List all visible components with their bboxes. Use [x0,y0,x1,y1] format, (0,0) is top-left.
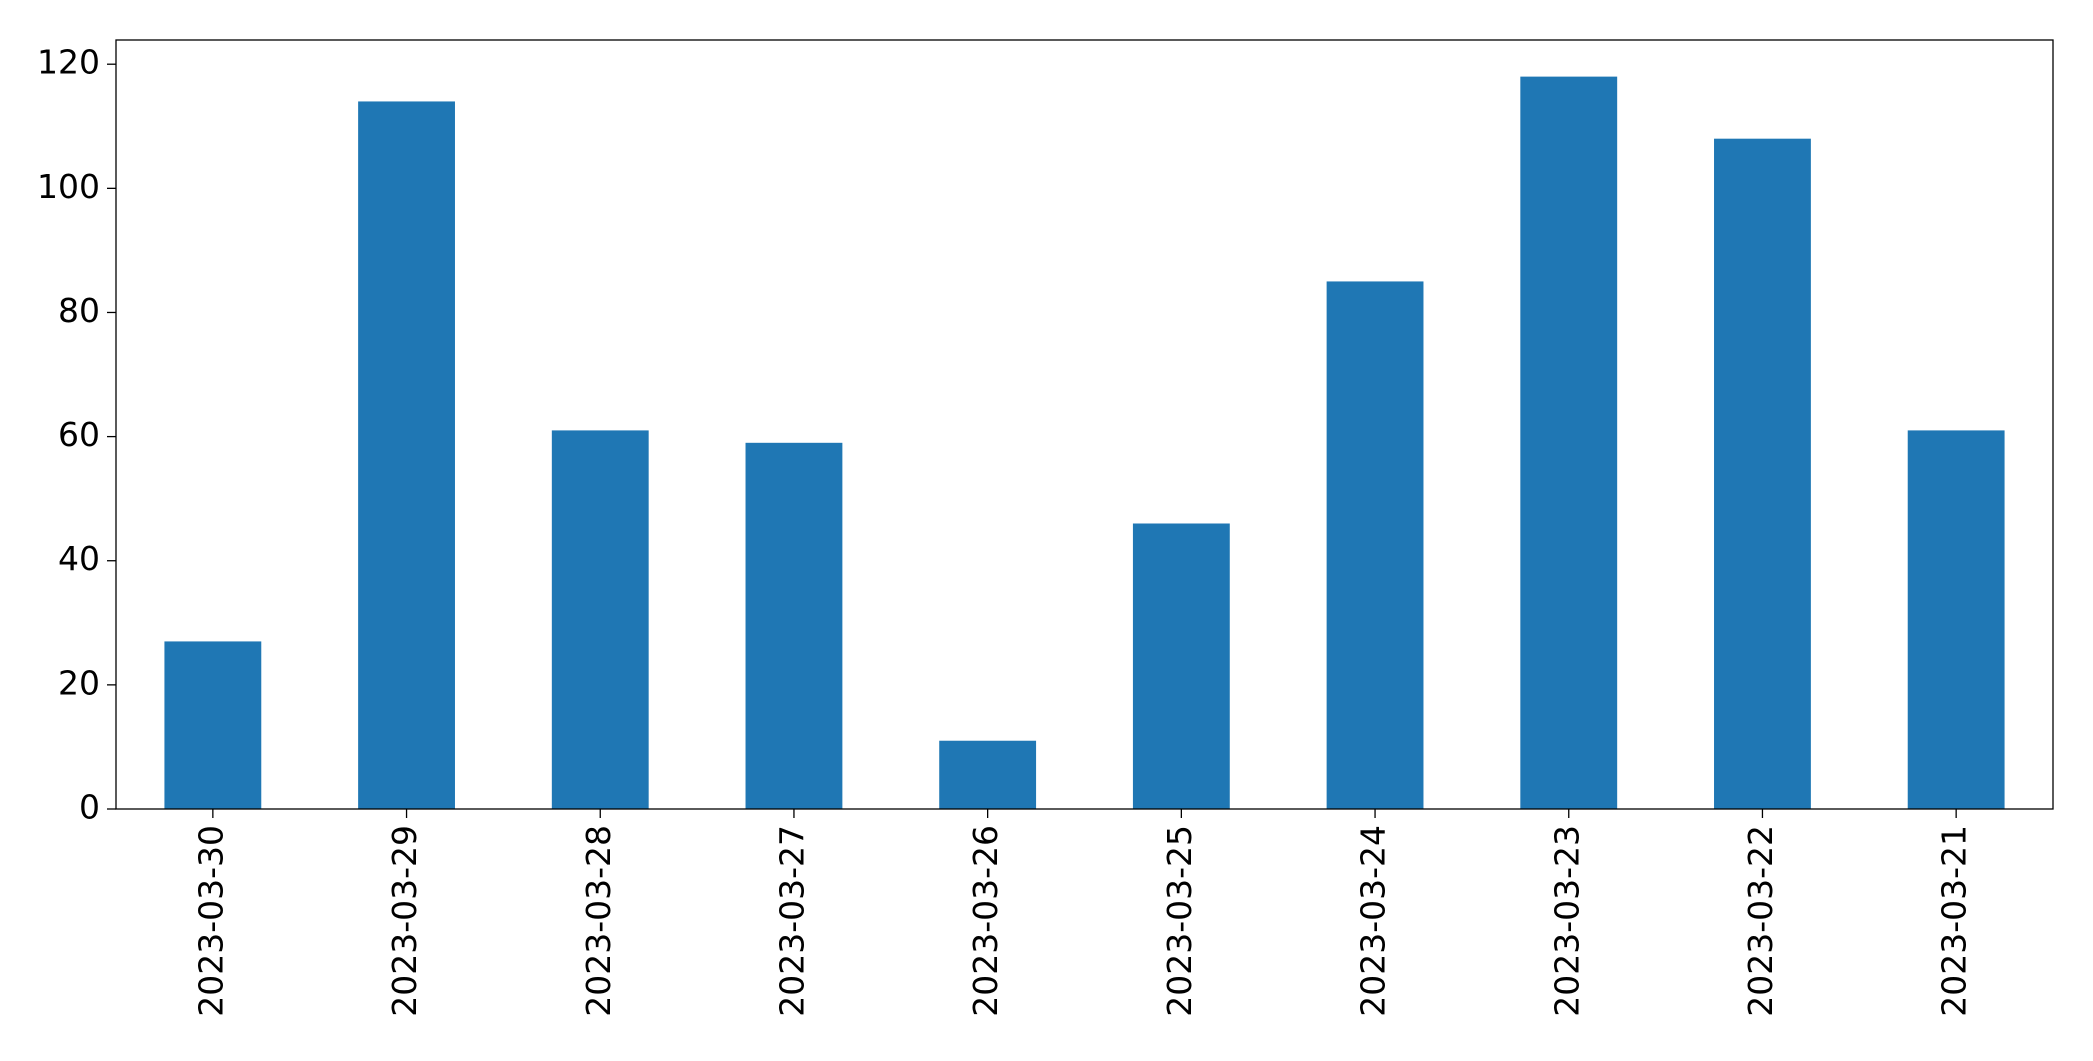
y-tick-label: 80 [58,291,100,330]
x-tick-label: 2023-03-29 [385,825,424,1017]
x-tick-label: 2023-03-21 [1935,825,1974,1017]
y-tick-label: 120 [37,43,100,82]
bar [939,740,1037,809]
x-tick-label: 2023-03-27 [772,825,811,1017]
x-tick-label: 2023-03-22 [1741,825,1780,1017]
bar [1520,76,1618,810]
bar [1326,281,1424,809]
bar [164,641,262,809]
y-tick-label: 40 [58,539,100,578]
y-tick-label: 100 [37,167,100,206]
bar [1714,138,1811,809]
x-tick-label: 2023-03-26 [966,825,1005,1017]
x-tick-label: 2023-03-30 [191,825,230,1017]
plot-frame [115,39,2054,810]
x-tick-label: 2023-03-23 [1547,825,1586,1017]
bar [745,442,843,809]
bar [1907,430,2005,809]
x-tick-label: 2023-03-25 [1160,825,1199,1017]
bar [551,430,649,809]
y-tick-label: 0 [79,788,100,827]
bar [1132,523,1230,809]
y-tick-label: 60 [58,415,100,454]
x-tick-label: 2023-03-24 [1354,825,1393,1017]
x-tick-label: 2023-03-28 [579,825,618,1017]
y-tick-label: 20 [58,663,100,702]
bar [358,101,455,810]
